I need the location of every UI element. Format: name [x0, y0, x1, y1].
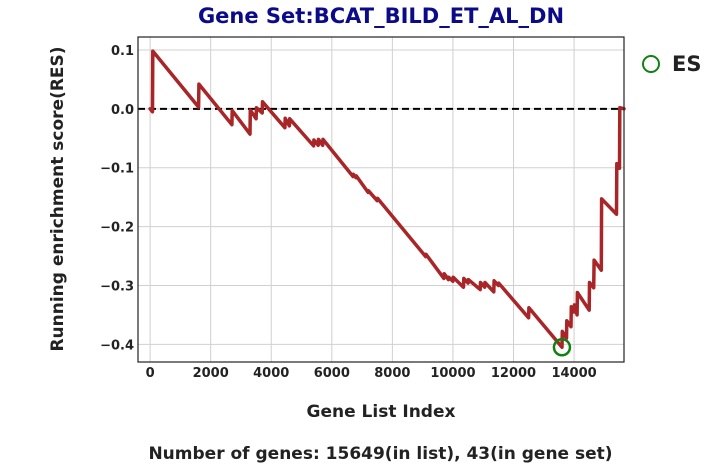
- y-tick-label: 0.1: [111, 44, 134, 59]
- y-tick-label: −0.1: [100, 162, 134, 177]
- es-marker: [552, 338, 572, 357]
- x-axis-label: Gene List Index: [306, 402, 456, 422]
- x-tick-label: 2000: [193, 366, 229, 381]
- legend-es-marker: [642, 55, 660, 73]
- x-tick-label: 0: [146, 366, 155, 381]
- x-tick-label: 10000: [430, 366, 475, 381]
- x-tick-label: 12000: [491, 366, 536, 381]
- x-tick-label: 14000: [551, 366, 596, 381]
- legend-es-label: ES: [672, 52, 702, 76]
- y-tick-label: −0.2: [100, 221, 134, 236]
- y-tick-label: −0.4: [100, 338, 134, 353]
- y-tick-label: 0.0: [111, 103, 134, 118]
- chart-title: Gene Set:BCAT_BILD_ET_AL_DN: [197, 4, 565, 28]
- y-tick-label: −0.3: [100, 279, 134, 294]
- x-tick-label: 6000: [314, 366, 350, 381]
- x-tick-label: 8000: [374, 366, 410, 381]
- legend: ES: [642, 52, 701, 76]
- plot-frame: [137, 36, 625, 363]
- x-tick-label: 4000: [253, 366, 289, 381]
- running-es-line: [148, 49, 626, 350]
- gene-count-footer: Number of genes: 15649(in list), 43(in g…: [148, 444, 613, 464]
